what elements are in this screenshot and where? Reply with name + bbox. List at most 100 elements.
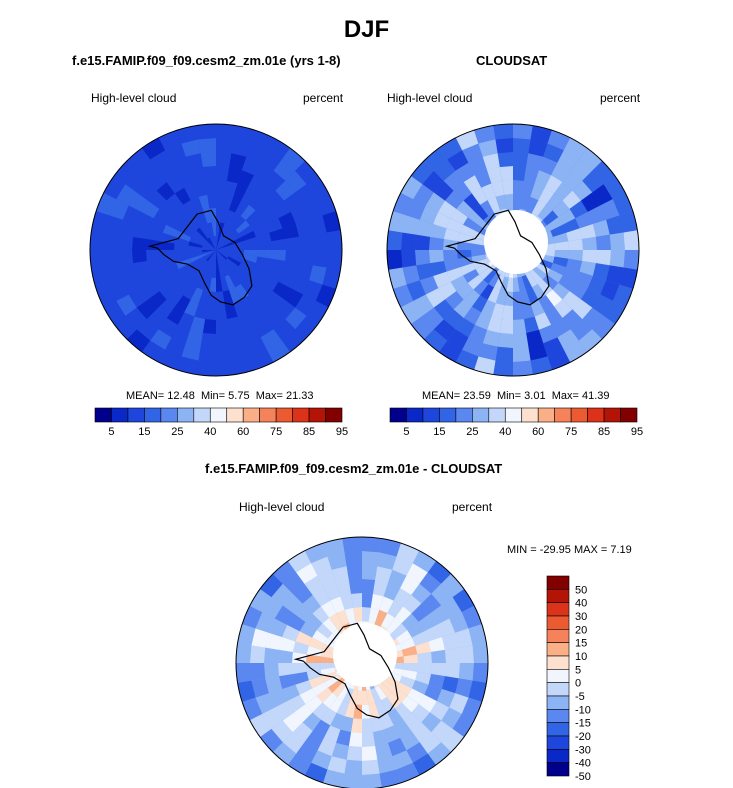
panel2-field-cell xyxy=(462,337,483,357)
panel1-field-cell xyxy=(231,139,251,157)
panel2-variable-label: High-level cloud xyxy=(387,91,473,105)
panel1-field-cell xyxy=(174,243,189,250)
panel1-field-cell xyxy=(216,346,234,362)
panel3-field-cell xyxy=(282,593,303,614)
panel1-field-cell xyxy=(322,267,341,289)
panel1-field-cell xyxy=(211,250,216,264)
panel1-field-cell xyxy=(149,267,167,282)
panel1-field-cell xyxy=(220,276,229,292)
panel1-field-cell xyxy=(90,230,106,250)
panel2-field-cell xyxy=(543,143,564,163)
panel2-field-cell xyxy=(529,269,543,284)
panel2-field-cell xyxy=(493,124,513,140)
panel2-field-cell xyxy=(457,250,472,259)
panel2-field-cell xyxy=(582,250,597,264)
panel1-field-cell xyxy=(198,138,216,154)
panel3-field-cell xyxy=(287,550,312,573)
panel2-field-cell xyxy=(502,305,513,320)
panel3-field-cell xyxy=(337,685,350,701)
panel2-field-cell xyxy=(423,148,448,171)
panel3-field-cell xyxy=(308,675,325,689)
panel1-field-cell xyxy=(176,204,192,221)
panel1-colorbar-box xyxy=(325,407,343,423)
panel2-field-cell xyxy=(411,315,434,340)
panel1-field-cell xyxy=(202,250,216,257)
panel1-field-cell xyxy=(227,233,241,244)
panel1-field-cell xyxy=(228,212,241,228)
panel2-colorbar-box xyxy=(620,407,638,423)
panel1-field-cell xyxy=(196,360,216,376)
panel3-field-cell xyxy=(320,667,336,676)
panel1-field-cell xyxy=(211,222,216,237)
panel1-field-cell xyxy=(260,329,282,350)
panel1-field-cell xyxy=(278,211,296,229)
panel1-field-cell xyxy=(216,238,226,250)
panel3-field-cell xyxy=(312,606,330,624)
panel2-field-cell xyxy=(570,159,593,181)
panel1-field-cell xyxy=(235,266,250,280)
panel3-colorbar-box xyxy=(546,615,570,630)
panel1-field-cell xyxy=(216,240,228,250)
panel2-field-cell xyxy=(592,160,615,185)
panel1-field-cell xyxy=(185,329,203,347)
panel2-field-cell xyxy=(438,200,457,219)
panel3-field-cell xyxy=(320,656,335,663)
panel1-field-cell xyxy=(285,236,300,250)
panel1-field-cell xyxy=(247,175,266,194)
panel1-field-cell xyxy=(204,240,216,250)
panel2-field-cell xyxy=(471,254,487,263)
panel3-field-cell xyxy=(271,720,293,743)
panel1-field-cell xyxy=(184,183,199,201)
panel3-field-cell xyxy=(320,663,335,670)
panel2-stats: MEAN= 23.59 Min= 3.01 Max= 41.39 xyxy=(422,390,610,402)
panel1-field-cell xyxy=(176,279,192,296)
panel1-field-cell xyxy=(104,250,120,268)
panel1-field-cell xyxy=(232,216,246,231)
panel1-field-cell xyxy=(240,279,256,296)
panel1-field-cell xyxy=(298,234,314,250)
panel1-field-cell xyxy=(216,194,225,209)
panel1-colorbar-box xyxy=(292,407,310,423)
panel2-field-cell xyxy=(413,294,434,316)
panel3-field-cell xyxy=(355,690,362,705)
panel1-field-cell xyxy=(146,258,163,272)
panel3-field-cell xyxy=(251,678,269,698)
panel1-field-cell xyxy=(116,294,137,316)
panel2-field-cell xyxy=(603,175,626,200)
panel2-map xyxy=(386,123,640,377)
panel1-field-cell xyxy=(207,291,216,306)
panel2-colorbar-box xyxy=(488,407,506,423)
panel3-field-cell xyxy=(320,600,337,618)
panel1-field-cell xyxy=(216,332,232,348)
panel1-field-cell xyxy=(190,316,206,333)
panel2-field-cell xyxy=(500,276,509,292)
panel1-colorbar-box xyxy=(209,407,228,423)
panel1-field-cell xyxy=(122,275,142,295)
panel2-field-cell xyxy=(578,329,603,352)
panel2-field-cell xyxy=(546,269,563,283)
panel1-field-cell xyxy=(181,343,201,361)
panel2-field-cell xyxy=(525,272,538,288)
panel3-field-cell xyxy=(449,612,469,633)
panel2-field-cell xyxy=(443,250,458,261)
panel3-field-cell xyxy=(312,719,331,738)
panel2-field-cell xyxy=(603,300,626,325)
panel1-field-cell xyxy=(216,236,221,250)
panel1-field-cell xyxy=(132,250,147,264)
panel1-field-cell xyxy=(216,152,232,168)
panel1-field-cell xyxy=(186,269,200,284)
panel3-field-cell xyxy=(407,688,425,705)
panel3-field-cell xyxy=(441,707,462,729)
panel1-field-cell xyxy=(229,252,244,259)
panel2-field-cell xyxy=(471,250,486,257)
panel2-field-cell xyxy=(400,175,423,200)
panel3-field-cell xyxy=(441,676,459,694)
panel1-field-cell xyxy=(326,230,342,250)
panel1-field-cell xyxy=(166,306,185,325)
panel2-field-cell xyxy=(543,337,564,357)
panel2-field-cell xyxy=(592,315,615,340)
panel1-field-cell xyxy=(265,309,286,330)
panel2-max-label: Max= xyxy=(551,390,579,402)
panel1-field-cell xyxy=(150,329,172,350)
panel2-colorbar-tick-label: 15 xyxy=(433,426,445,438)
